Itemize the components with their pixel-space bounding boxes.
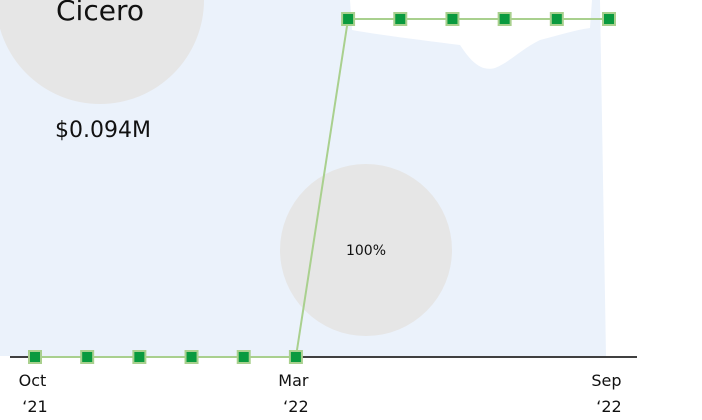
x-tick-label: Sep ‘22 <box>591 371 626 416</box>
line <box>35 18 609 358</box>
annotation: 100% <box>346 243 386 259</box>
marker <box>497 12 512 26</box>
marker <box>28 350 42 364</box>
x-tick-label: Mar ‘22 <box>278 371 313 416</box>
chart-title: Cicero <box>56 0 144 27</box>
marker <box>288 350 303 364</box>
marker <box>132 350 147 364</box>
marker <box>236 350 251 364</box>
bubble <box>0 0 204 104</box>
marker <box>549 12 564 26</box>
bubble <box>280 164 452 336</box>
annotation: $0.094M <box>55 118 151 143</box>
marker <box>80 350 95 364</box>
marker <box>341 12 356 26</box>
marker <box>393 12 408 26</box>
marker <box>184 350 199 364</box>
marker <box>602 12 616 26</box>
marker <box>445 12 460 26</box>
x-tick-label: Oct ‘21 <box>19 371 52 416</box>
